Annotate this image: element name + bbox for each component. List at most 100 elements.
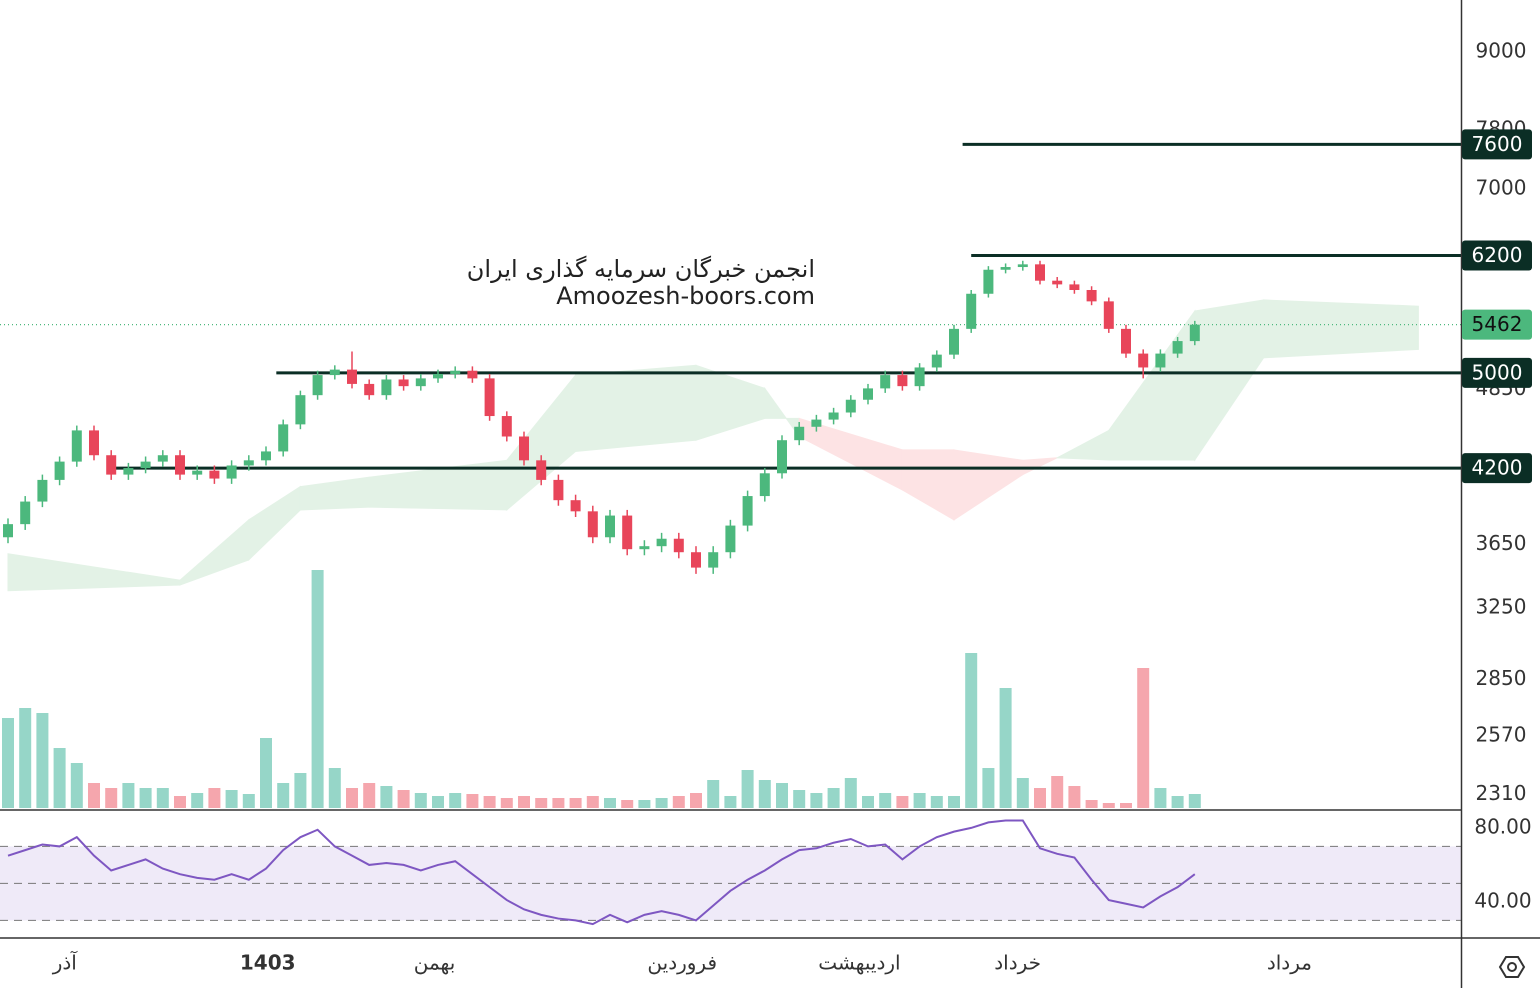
- candle-body: [656, 538, 667, 547]
- volume-bar: [191, 793, 204, 808]
- candle-body: [71, 430, 82, 462]
- candle-body: [863, 388, 873, 400]
- candle-body: [1172, 341, 1183, 354]
- y-tick-label: 7000: [1476, 176, 1527, 200]
- y-tick-label: 2570: [1476, 723, 1527, 747]
- candle-body: [880, 375, 891, 389]
- candle-body: [1086, 289, 1097, 302]
- axis-layer: 90007800700048503650325028502570231080.0…: [52, 39, 1532, 975]
- candle-body: [828, 412, 839, 420]
- candle-body: [347, 369, 357, 384]
- volume-bar: [930, 796, 943, 808]
- volume-bar: [380, 786, 393, 808]
- level-label: 5000: [1472, 360, 1523, 384]
- candle-body: [3, 524, 13, 538]
- candle-body: [897, 375, 908, 387]
- x-tick-label: فروردین: [647, 951, 717, 975]
- candle-body: [433, 373, 443, 379]
- volume-bar: [586, 796, 599, 808]
- candle-body: [1103, 301, 1114, 329]
- volume-bar: [1051, 776, 1064, 808]
- volume-bar: [965, 653, 978, 808]
- candle-body: [777, 440, 787, 474]
- candle-body: [1017, 264, 1028, 268]
- candle-body: [450, 370, 461, 374]
- volume-bar: [879, 793, 892, 808]
- candle-body: [914, 367, 925, 387]
- cloud-segment: [1263, 299, 1419, 359]
- candle-body: [192, 470, 203, 475]
- volume-bar: [397, 790, 410, 808]
- y-tick-label: 2310: [1476, 781, 1527, 805]
- volume-bar: [655, 798, 668, 808]
- candle-body: [1035, 264, 1045, 281]
- watermark: انجمن خبرگان سرمایه گذاری ایران: [467, 255, 815, 283]
- watermark: Amoozesh-boors.com: [556, 282, 815, 310]
- candle-body: [261, 451, 271, 461]
- volume-bar: [896, 796, 909, 808]
- candle-body: [37, 479, 48, 502]
- candle-body: [931, 354, 942, 368]
- candle-body: [759, 473, 770, 497]
- volume-bar: [346, 788, 358, 808]
- volume-bar: [311, 570, 324, 808]
- volume-bar: [260, 738, 272, 808]
- y-tick-label: 9000: [1476, 39, 1527, 63]
- candle-layer: [3, 260, 1200, 574]
- candle-body: [725, 525, 736, 553]
- volume-bar: [1085, 800, 1098, 808]
- y-tick-label: 3650: [1476, 531, 1527, 555]
- volume-bar: [105, 788, 118, 808]
- x-tick-label: مرداد: [1267, 951, 1312, 975]
- volume-bar: [999, 688, 1012, 808]
- x-tick-label: اردیبهشت: [818, 951, 900, 975]
- volume-bar: [948, 796, 960, 808]
- y-tick-label: 3250: [1476, 595, 1527, 619]
- rsi-tick-label: 40.00: [1474, 888, 1531, 912]
- volume-bar: [1154, 788, 1167, 808]
- candle-body: [742, 496, 753, 526]
- candle-body: [415, 378, 426, 387]
- volume-bar: [1171, 796, 1184, 808]
- candle-body: [140, 461, 151, 469]
- volume-bar: [758, 780, 771, 808]
- volume-bar: [518, 796, 530, 808]
- volume-bar: [1068, 786, 1081, 808]
- volume-bar: [690, 793, 702, 808]
- volume-bar: [2, 718, 14, 808]
- volume-bar: [53, 748, 66, 808]
- rsi-layer: [0, 819, 1462, 926]
- candle-body: [949, 328, 959, 355]
- candle-body: [54, 461, 65, 480]
- volume-bar: [500, 798, 513, 808]
- volume-bar: [672, 796, 685, 808]
- candle-body: [175, 455, 185, 475]
- candle-body: [983, 269, 994, 294]
- candle-body: [519, 436, 529, 461]
- y-tick-label: 2850: [1476, 666, 1527, 690]
- candle-body: [1069, 284, 1080, 290]
- volume-bar: [70, 763, 83, 808]
- level-label: 6200: [1472, 243, 1523, 267]
- candle-body: [673, 538, 684, 553]
- volume-bar: [810, 793, 823, 808]
- candle-body: [89, 430, 99, 456]
- settings-icon[interactable]: [1498, 956, 1526, 978]
- volume-bar: [1016, 778, 1029, 808]
- volume-bar: [776, 783, 788, 808]
- rsi-line: [7, 819, 1196, 926]
- level-label: 4200: [1472, 456, 1523, 480]
- volume-bar: [225, 790, 238, 808]
- candle-body: [278, 424, 289, 452]
- x-tick-label: 1403: [240, 951, 296, 975]
- candle-body: [1000, 267, 1011, 270]
- candle-body: [226, 465, 237, 479]
- volume-bar: [483, 796, 496, 808]
- volume-bar: [1034, 788, 1046, 808]
- volume-bar: [1120, 803, 1132, 808]
- volume-bar: [294, 773, 307, 808]
- candle-body: [295, 395, 306, 425]
- candle-body: [106, 455, 117, 475]
- candle-body: [639, 546, 650, 550]
- volume-bar: [139, 788, 152, 808]
